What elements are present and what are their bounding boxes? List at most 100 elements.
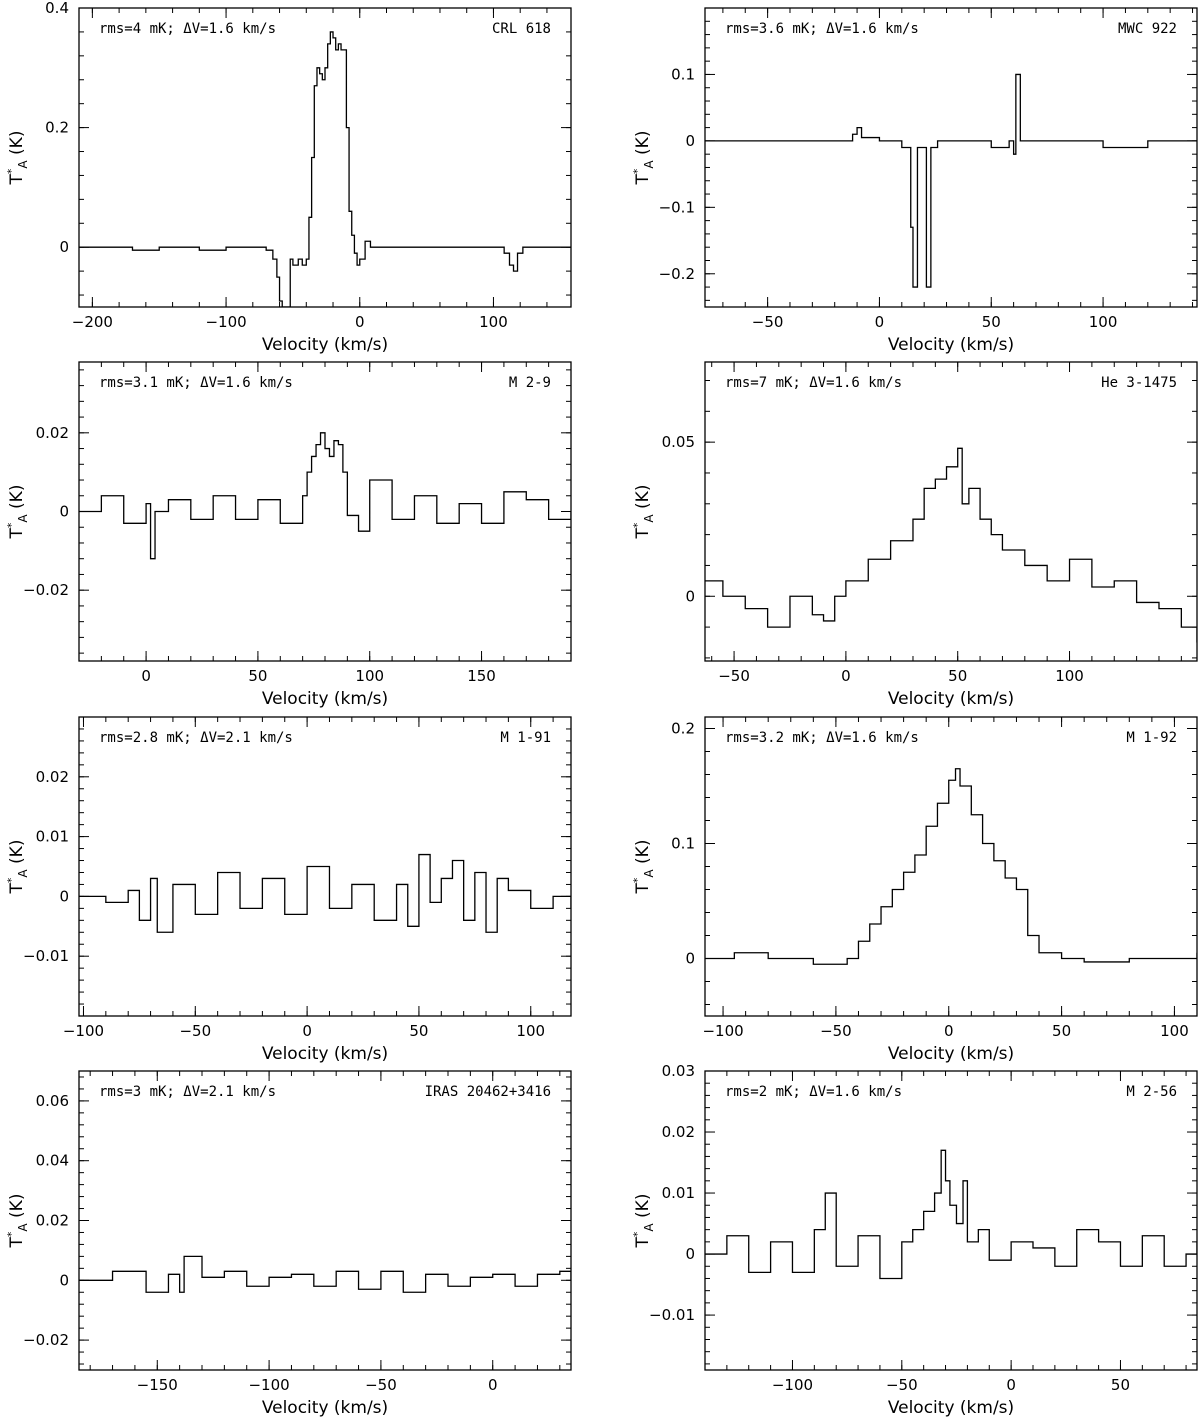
spectrum-panel: −150 −100 −50 0 −0.02 0 0.02 0.04 0.06 Velocity (… bbox=[5, 1070, 572, 1417]
x-tick-label: −50 bbox=[179, 1022, 211, 1040]
x-axis-label: Velocity (km/s) bbox=[888, 1044, 1014, 1064]
y-tick-label: 0.02 bbox=[36, 1212, 69, 1230]
y-tick-label: 0 bbox=[59, 1271, 69, 1289]
source-name: M 1-91 bbox=[500, 730, 551, 746]
y-axis-label: T*A (K) bbox=[5, 1194, 30, 1249]
spectrum-line bbox=[705, 73, 1197, 288]
y-tick-label: −0.01 bbox=[649, 1306, 695, 1324]
source-name: M 2-56 bbox=[1126, 1084, 1177, 1100]
x-tick-label: 50 bbox=[1111, 1376, 1130, 1394]
spectrum-line bbox=[79, 1255, 571, 1293]
x-tick-label: −100 bbox=[702, 1022, 743, 1040]
x-tick-label: 100 bbox=[1055, 667, 1084, 685]
plot-frame bbox=[78, 7, 572, 308]
y-tick-label: 0.2 bbox=[671, 720, 695, 738]
y-tick-label: 0 bbox=[685, 587, 695, 605]
x-tick-label: −50 bbox=[820, 1022, 852, 1040]
y-tick-label: 0.01 bbox=[36, 828, 69, 846]
y-tick-label: 0.05 bbox=[662, 433, 695, 451]
plot-frame bbox=[78, 716, 572, 1017]
y-tick-label: 0.04 bbox=[36, 1152, 69, 1170]
spectrum-line bbox=[79, 432, 571, 560]
y-tick-label: 0 bbox=[59, 887, 69, 905]
y-tick-label: 0.02 bbox=[36, 768, 69, 786]
source-name: He 3-1475 bbox=[1101, 375, 1177, 391]
x-tick-label: −200 bbox=[72, 313, 113, 331]
spectrum-line bbox=[705, 1149, 1197, 1280]
y-tick-label: −0.02 bbox=[23, 1331, 69, 1349]
y-tick-label: 0.1 bbox=[671, 65, 695, 83]
x-tick-label: 0 bbox=[875, 313, 885, 331]
x-tick-label: 50 bbox=[248, 667, 267, 685]
x-tick-label: −50 bbox=[365, 1376, 397, 1394]
spectrum-panel: −100 −50 0 50 100 −0.01 0 0.01 0.02 Velocity (km/… bbox=[5, 716, 572, 1064]
x-tick-label: −50 bbox=[752, 313, 784, 331]
plot-frame bbox=[704, 7, 1198, 308]
source-name: M 1-92 bbox=[1126, 730, 1177, 746]
x-tick-label: 50 bbox=[409, 1022, 428, 1040]
x-tick-label: −50 bbox=[718, 667, 750, 685]
x-tick-label: 0 bbox=[944, 1022, 954, 1040]
y-tick-label: 0 bbox=[685, 1245, 695, 1263]
y-tick-label: −0.1 bbox=[659, 198, 695, 216]
x-axis-label: Velocity (km/s) bbox=[262, 1398, 388, 1417]
x-tick-label: −100 bbox=[63, 1022, 104, 1040]
source-name: CRL 618 bbox=[492, 21, 551, 37]
spectrum-panel: −50 0 50 100 −0.2 −0.1 0 0.1 Velocity (km/s) T*A … bbox=[631, 7, 1198, 355]
x-tick-label: 50 bbox=[1052, 1022, 1071, 1040]
rms-annotation: rms=7 mK; ΔV=1.6 km/s bbox=[725, 375, 902, 391]
y-tick-label: 0.02 bbox=[662, 1123, 695, 1141]
y-axis-label: T*A (K) bbox=[5, 131, 30, 186]
y-axis-label: T*A (K) bbox=[5, 840, 30, 895]
y-axis-label: T*A (K) bbox=[631, 485, 656, 540]
y-tick-label: 0.2 bbox=[45, 119, 69, 137]
x-axis-label: Velocity (km/s) bbox=[888, 689, 1014, 709]
spectrum-line bbox=[79, 31, 571, 307]
plot-frame bbox=[78, 361, 572, 662]
x-tick-label: −150 bbox=[137, 1376, 178, 1394]
y-tick-label: 0 bbox=[59, 238, 69, 256]
spectrum-line bbox=[705, 768, 1197, 965]
x-tick-label: 50 bbox=[948, 667, 967, 685]
x-tick-label: 100 bbox=[1089, 313, 1118, 331]
plot-frame bbox=[704, 716, 1198, 1017]
x-axis-label: Velocity (km/s) bbox=[262, 335, 388, 355]
y-tick-label: 0.03 bbox=[662, 1062, 695, 1080]
y-axis-label: T*A (K) bbox=[631, 840, 656, 895]
x-tick-label: −50 bbox=[886, 1376, 918, 1394]
y-tick-label: −0.02 bbox=[23, 581, 69, 599]
y-tick-label: 0.4 bbox=[45, 0, 69, 17]
spectrum-line bbox=[79, 853, 571, 933]
x-tick-label: 100 bbox=[479, 313, 508, 331]
y-tick-label: 0.06 bbox=[36, 1092, 69, 1110]
plot-frame bbox=[704, 1070, 1198, 1371]
x-tick-label: −100 bbox=[772, 1376, 813, 1394]
y-tick-label: −0.01 bbox=[23, 947, 69, 965]
spectrum-panel: 0 50 100 150 −0.02 0 0.02 Velocity (km/s) T*A (K… bbox=[5, 361, 572, 709]
y-tick-label: 0 bbox=[685, 950, 695, 968]
x-tick-label: 0 bbox=[841, 667, 851, 685]
y-tick-label: 0 bbox=[59, 503, 69, 521]
y-tick-label: 0.02 bbox=[36, 424, 69, 442]
x-axis-label: Velocity (km/s) bbox=[262, 1044, 388, 1064]
y-axis-label: T*A (K) bbox=[5, 485, 30, 540]
rms-annotation: rms=2.8 mK; ΔV=2.1 km/s bbox=[99, 730, 293, 746]
x-axis-label: Velocity (km/s) bbox=[262, 689, 388, 709]
spectrum-line bbox=[705, 447, 1197, 643]
x-tick-label: −100 bbox=[205, 313, 246, 331]
rms-annotation: rms=4 mK; ΔV=1.6 km/s bbox=[99, 21, 276, 37]
x-tick-label: 100 bbox=[516, 1022, 545, 1040]
spectrum-panel: −100 −50 0 50 −0.01 0 0.01 0.02 0.03 Velocity (km… bbox=[631, 1062, 1198, 1417]
rms-annotation: rms=3.6 mK; ΔV=1.6 km/s bbox=[725, 21, 919, 37]
y-axis-label: T*A (K) bbox=[631, 131, 656, 186]
spectrum-panel: −200 −100 0 100 0 0.2 0.4 Velocity (km/s) T*A (K… bbox=[5, 0, 572, 355]
x-tick-label: 0 bbox=[141, 667, 151, 685]
source-name: IRAS 20462+3416 bbox=[425, 1084, 551, 1100]
rms-annotation: rms=2 mK; ΔV=1.6 km/s bbox=[725, 1084, 902, 1100]
spectrum-panel: −100 −50 0 50 100 0 0.1 0.2 Velocity (km/s) T*A (… bbox=[631, 716, 1198, 1064]
rms-annotation: rms=3.1 mK; ΔV=1.6 km/s bbox=[99, 375, 293, 391]
x-tick-label: 100 bbox=[1160, 1022, 1189, 1040]
source-name: M 2-9 bbox=[509, 375, 551, 391]
x-tick-label: 0 bbox=[302, 1022, 312, 1040]
